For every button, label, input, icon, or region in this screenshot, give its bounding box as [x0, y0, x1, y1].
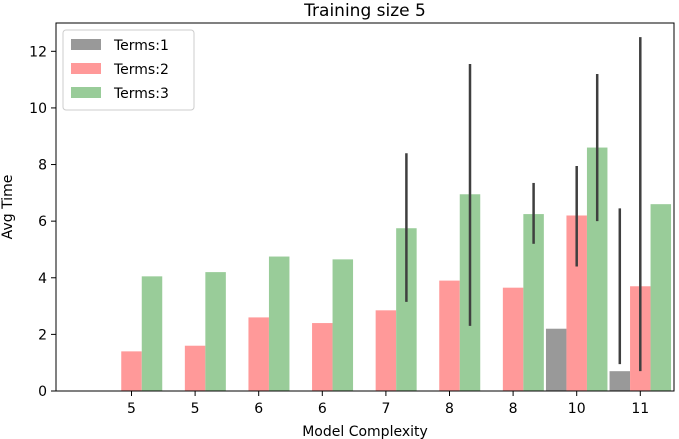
- y-axis-label: Avg Time: [0, 175, 16, 240]
- bar-terms2-7: [566, 215, 587, 391]
- bar-terms2-0: [121, 351, 142, 391]
- x-axis-label: Model Complexity: [302, 424, 428, 439]
- x-tick-label: 5: [191, 401, 200, 417]
- bar-terms3-4: [396, 228, 417, 391]
- legend-label-terms3: Terms:3: [113, 86, 169, 102]
- bar-terms3-7: [586, 147, 608, 391]
- y-tick-label: 0: [38, 384, 47, 400]
- legend-swatch-terms3: [71, 87, 101, 98]
- x-tick-label: 6: [254, 401, 263, 417]
- x-tick-label: 11: [631, 401, 649, 417]
- x-axis: 5 5 6 6 7 8 8 10 11: [127, 391, 649, 417]
- legend-swatch-terms1: [71, 39, 101, 50]
- x-tick-label: 8: [509, 401, 518, 417]
- plot-frame: [55, 22, 675, 392]
- x-tick-label: 6: [318, 401, 327, 417]
- y-tick-label: 6: [38, 214, 47, 230]
- bar-terms3-1: [205, 272, 226, 391]
- legend-swatch-terms2: [71, 63, 101, 74]
- bars-layer: [121, 147, 672, 391]
- y-tick-label: 10: [29, 101, 47, 117]
- chart-title: Training size 5: [303, 1, 426, 21]
- x-tick-label: 5: [127, 401, 136, 417]
- bar-terms3-0: [141, 276, 163, 391]
- bar-terms3-3: [332, 259, 354, 391]
- legend-label-terms1: Terms:1: [113, 38, 169, 54]
- bar-terms2-6: [502, 287, 524, 391]
- bar-terms1-7: [545, 328, 567, 391]
- y-tick-label: 2: [38, 327, 47, 343]
- bar-terms3-6: [523, 214, 544, 391]
- x-tick-label: 10: [568, 401, 586, 417]
- bar-terms2-2: [248, 317, 269, 391]
- bar-terms2-3: [312, 323, 333, 391]
- legend-label-terms2: Terms:2: [113, 62, 169, 78]
- x-tick-label: 8: [445, 401, 454, 417]
- y-axis: 0 2 4 6 8 10 12: [29, 44, 56, 400]
- y-tick-label: 4: [38, 271, 47, 287]
- bar-terms2-1: [184, 345, 206, 391]
- y-tick-label: 8: [38, 158, 47, 174]
- y-tick-label: 12: [29, 44, 47, 60]
- bar-terms2-4: [375, 310, 397, 391]
- bar-terms2-5: [439, 280, 460, 391]
- bar-terms3-8: [650, 204, 672, 391]
- bar-terms3-2: [268, 256, 290, 391]
- legend: Terms:1 Terms:2 Terms:3: [62, 29, 195, 111]
- x-tick-label: 7: [381, 401, 390, 417]
- errorbars-layer: [405, 37, 642, 372]
- bar-terms1-8: [609, 371, 631, 391]
